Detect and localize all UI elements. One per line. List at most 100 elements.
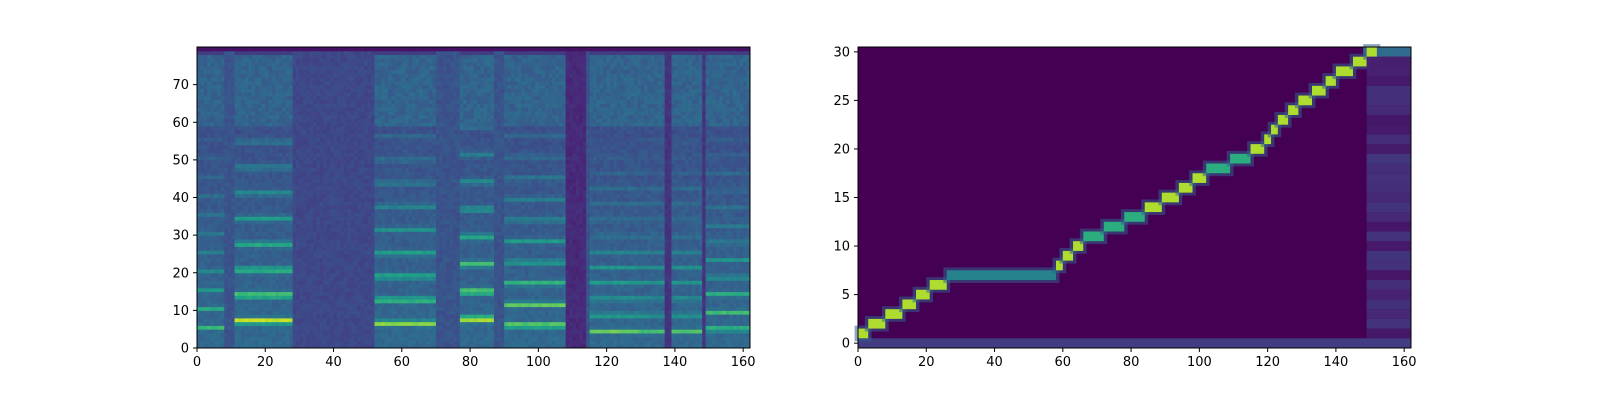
mel-cell	[197, 302, 201, 308]
mel-cell	[405, 272, 410, 278]
mel-cell	[302, 340, 307, 345]
mel-cell	[217, 299, 222, 304]
mel-cell	[313, 299, 317, 304]
mel-cell	[224, 69, 229, 74]
mel-cell	[241, 268, 246, 274]
mel-cell	[220, 329, 225, 334]
mel-cell	[333, 302, 338, 308]
mel-cell	[316, 238, 321, 244]
mel-cell	[330, 268, 335, 274]
mel-cell	[272, 58, 277, 63]
mel-cell	[237, 227, 242, 232]
mel-cell	[408, 208, 413, 214]
mel-cell	[326, 306, 331, 311]
mel-cell	[227, 122, 232, 127]
mel-cell	[391, 231, 396, 236]
mel-cell	[214, 314, 218, 319]
mel-cell	[340, 272, 345, 278]
mel-cell	[241, 306, 246, 311]
mel-cell	[309, 118, 314, 123]
mel-cell	[217, 306, 222, 311]
mel-cell	[364, 92, 369, 97]
mel-cell	[381, 220, 386, 225]
mel-cell	[319, 208, 324, 214]
mel-cell	[302, 163, 307, 168]
mel-cell	[333, 246, 338, 251]
mel-cell	[388, 314, 393, 319]
mel-cell	[295, 182, 300, 187]
mel-cell	[388, 197, 393, 202]
mel-cell	[251, 84, 256, 89]
mel-cell	[237, 114, 242, 119]
mel-cell	[241, 220, 246, 225]
mel-cell	[347, 242, 352, 247]
mel-cell	[248, 208, 253, 214]
mel-cell	[224, 246, 229, 251]
mel-cell	[313, 344, 317, 349]
mel-cell	[360, 257, 365, 262]
mel-cell	[258, 152, 263, 157]
mel-cell	[360, 336, 365, 341]
mel-cell	[347, 257, 352, 262]
mel-cell	[394, 126, 399, 131]
mel-cell	[323, 62, 328, 67]
mel-cell	[377, 212, 382, 217]
mel-cell	[268, 257, 273, 262]
mel-cell	[313, 216, 317, 221]
mel-cell	[333, 62, 338, 67]
mel-cell	[214, 272, 218, 278]
mel-cell	[309, 223, 314, 229]
mel-cell	[394, 261, 399, 266]
mel-cell	[398, 340, 403, 345]
mel-cell	[326, 80, 331, 86]
mel-cell	[384, 310, 389, 315]
mel-cell	[251, 242, 256, 247]
mel-cell	[265, 126, 270, 131]
mel-cell	[347, 302, 352, 308]
mel-cell	[295, 302, 300, 308]
mel-cell	[398, 54, 403, 59]
mel-cell	[336, 171, 341, 176]
mel-cell	[306, 306, 311, 311]
mel-cell	[282, 220, 287, 225]
mel-cell	[371, 171, 375, 176]
mel-cell	[207, 110, 212, 116]
mel-cell	[210, 246, 215, 251]
mel-cell	[405, 159, 410, 165]
mel-cell	[292, 148, 297, 153]
mel-cell	[234, 231, 239, 236]
mel-cell	[227, 58, 232, 63]
mel-cell	[309, 332, 314, 338]
mel-cell	[227, 302, 232, 308]
mel-cell	[405, 257, 410, 262]
mel-cell	[234, 325, 239, 330]
mel-cell	[282, 205, 287, 210]
mel-cell	[398, 103, 403, 108]
mel-cell	[268, 261, 273, 266]
mel-cell	[364, 50, 369, 56]
mel-cell	[394, 223, 399, 229]
mel-cell	[214, 223, 218, 229]
mel-cell	[354, 193, 358, 198]
mel-cell	[401, 253, 406, 259]
mel-cell	[313, 231, 317, 236]
mel-cell	[282, 201, 287, 206]
mel-cell	[347, 238, 352, 244]
mel-cell	[357, 317, 362, 323]
mel-cell	[272, 122, 277, 127]
mel-cell	[371, 69, 375, 74]
mel-cell	[343, 137, 348, 142]
mel-cell	[401, 272, 406, 278]
mel-cell	[207, 171, 212, 176]
mel-cell	[330, 137, 335, 142]
mel-cell	[214, 186, 218, 191]
mel-cell	[313, 80, 317, 86]
mel-cell	[258, 58, 263, 63]
mel-cell	[217, 250, 222, 255]
mel-cell	[295, 235, 300, 240]
mel-cell	[323, 122, 328, 127]
mel-cell	[360, 268, 365, 274]
mel-cell	[197, 189, 201, 195]
mel-cell	[265, 205, 270, 210]
mel-cell	[203, 235, 208, 240]
